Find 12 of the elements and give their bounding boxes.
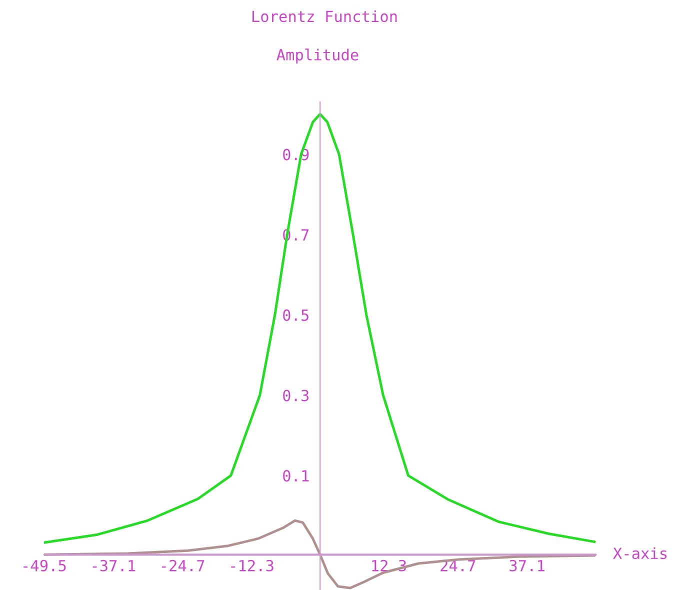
- y-tick-label: 0.5: [283, 309, 308, 321]
- y-tick-label: 0.3: [283, 390, 309, 402]
- x-tick-label: -49.5: [24, 560, 66, 572]
- y-axis-title: Amplitude: [276, 48, 358, 64]
- x-tick-label: -12.3: [231, 560, 274, 572]
- chart-title: Lorentz Function: [252, 10, 397, 22]
- y-tick-label: 0.1: [283, 470, 309, 482]
- x-tick-label: 37.1: [510, 560, 544, 572]
- x-axis-title: X-axis: [613, 547, 667, 560]
- line-series: [44, 112, 596, 544]
- x-tick-label: -37.1: [92, 560, 136, 572]
- x-tick-label: -24.7: [162, 560, 204, 572]
